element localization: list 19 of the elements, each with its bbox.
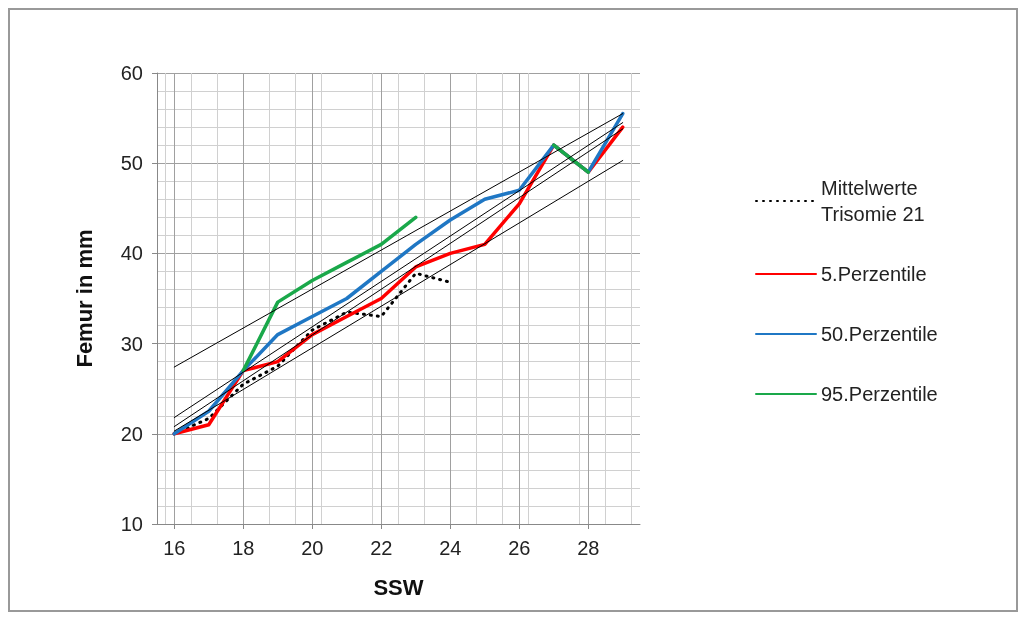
- y-tick-label: 10: [120, 513, 143, 535]
- x-tick-label: 24: [439, 537, 462, 559]
- x-tick-label: 16: [163, 537, 186, 559]
- x-axis-title: SSW: [373, 574, 424, 600]
- y-axis-title: Femur in mm: [71, 229, 97, 368]
- x-tick-label: 20: [301, 537, 324, 559]
- x-tick-label: 22: [370, 537, 393, 559]
- x-tick-label: 28: [577, 537, 600, 559]
- y-tick-label: 40: [120, 242, 143, 265]
- y-tick-label: 30: [120, 332, 143, 355]
- y-tick-label: 20: [120, 422, 143, 445]
- legend-label: 5.Perzentile: [821, 263, 927, 285]
- x-tick-label: 18: [232, 537, 255, 559]
- legend-label: 50.Perzentile: [821, 323, 938, 345]
- y-tick-label: 50: [120, 152, 143, 175]
- legend-label: Mittelwerte Trisomie 21: [821, 177, 925, 225]
- legend-label: 95.Perzentile: [821, 383, 938, 405]
- y-tick-label: 60: [120, 62, 143, 84]
- x-tick-label: 26: [508, 537, 531, 559]
